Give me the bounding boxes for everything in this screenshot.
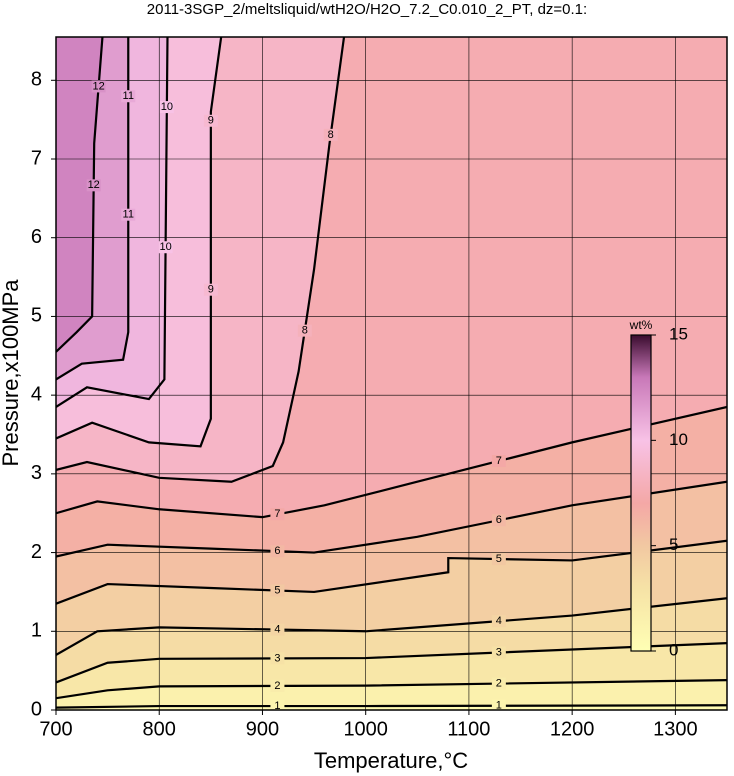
contour-label: 11	[123, 209, 134, 221]
contour-label-bg	[491, 553, 506, 566]
contour-label: 7	[496, 455, 502, 467]
plot-frame	[55, 36, 728, 711]
colorbar-tick-label: 10	[669, 430, 688, 449]
contour-label: 9	[208, 284, 214, 296]
y-tick-label: 0	[31, 698, 42, 720]
y-tick-label: 2	[31, 541, 42, 563]
contour-label: 9	[208, 115, 214, 127]
contour-label-bg	[270, 545, 285, 558]
contour-label-bg	[121, 208, 136, 221]
y-tick-label: 3	[31, 462, 42, 484]
y-tick-label: 6	[31, 226, 42, 248]
overlay: 700 800 900 1000 1100 1200 1300012345678wt%051…	[31, 36, 728, 740]
contour-label-bg	[491, 615, 506, 628]
x-tick-label: 800	[143, 718, 176, 740]
y-tick-label: 1	[31, 620, 42, 642]
contour-label: 11	[123, 90, 134, 102]
contour-label: 10	[159, 241, 171, 253]
contour-line	[56, 597, 727, 656]
contour-label-bg	[270, 700, 285, 710]
x-tick-label: 1300	[653, 718, 698, 740]
contour-label-bg	[270, 623, 285, 636]
y-tick-label: 4	[31, 383, 42, 405]
contour-label: 1	[274, 700, 280, 712]
contour-label: 1	[496, 700, 502, 712]
contour-label-bg	[491, 514, 506, 527]
contour-label-bg	[491, 677, 506, 690]
contour-label: 2	[274, 680, 280, 692]
contour-label: 5	[496, 553, 502, 565]
contour-label: 8	[302, 325, 308, 337]
x-tick-label: 1000	[343, 718, 388, 740]
contour-label-bg	[270, 508, 285, 521]
contour-label: 5	[274, 584, 280, 596]
contour-label: 8	[328, 129, 334, 141]
contour-label: 6	[496, 514, 502, 526]
contour-label: 10	[161, 101, 173, 113]
contour-label: 4	[274, 624, 280, 636]
x-tick-label: 900	[246, 718, 279, 740]
contour-label-bg	[91, 80, 106, 93]
contour-band	[56, 37, 103, 352]
contour-line	[56, 37, 169, 408]
colorbar-label: wt%	[629, 318, 653, 332]
contour-line	[56, 37, 130, 381]
contour-label: 7	[274, 508, 280, 520]
chart-title: 2011-3SGP_2/meltsliquid/wtH2O/H2O_7.2_C0…	[147, 1, 587, 18]
contour-label-bg	[203, 114, 218, 127]
contour-label: 12	[92, 80, 104, 92]
contour-label-bg	[270, 652, 285, 665]
contour-line	[56, 704, 727, 709]
contour-label-bg	[323, 128, 338, 141]
y-tick-label: 7	[31, 147, 42, 169]
y-tick-label: 8	[31, 69, 42, 91]
y-tick-label: 5	[31, 305, 42, 327]
contour-line	[56, 539, 727, 605]
contour-line	[56, 37, 223, 448]
contour-label-bg	[121, 90, 136, 103]
contour-label: 3	[496, 646, 502, 658]
contour-label-bg	[270, 584, 285, 597]
x-tick-label: 1100	[447, 718, 490, 740]
contour-label-bg	[159, 101, 174, 114]
contour-label-bg	[491, 455, 506, 468]
contour-label: 6	[274, 545, 280, 557]
contour-line	[56, 405, 727, 519]
x-tick-label: 700	[39, 718, 72, 740]
contour-line	[56, 641, 727, 684]
contour-label: 12	[88, 179, 100, 191]
x-axis-label: Temperature,°C	[314, 748, 468, 773]
contour-label-bg	[86, 179, 101, 192]
y-axis-label: Pressure,x100MPa	[0, 279, 23, 467]
contour-label-bg	[297, 324, 312, 337]
contour-label-bg	[491, 646, 506, 659]
colorbar	[630, 334, 652, 652]
contour-label: 3	[274, 652, 280, 664]
x-tick-label: 1200	[550, 718, 595, 740]
contour-line	[56, 37, 346, 483]
contour-label: 4	[496, 615, 502, 627]
colorbar-tick-label: 15	[669, 324, 688, 343]
contour-line	[56, 480, 727, 558]
contour-label-bg	[491, 699, 506, 710]
colorbar-tick-label: 0	[669, 640, 678, 659]
contour-line	[56, 37, 104, 353]
contour-label: 2	[496, 677, 502, 689]
colorbar-tick-label: 5	[669, 535, 678, 554]
contour-line	[56, 678, 727, 700]
contour-label-bg	[203, 283, 218, 296]
contour-label-bg	[270, 679, 285, 692]
contour-label-bg	[158, 241, 173, 254]
